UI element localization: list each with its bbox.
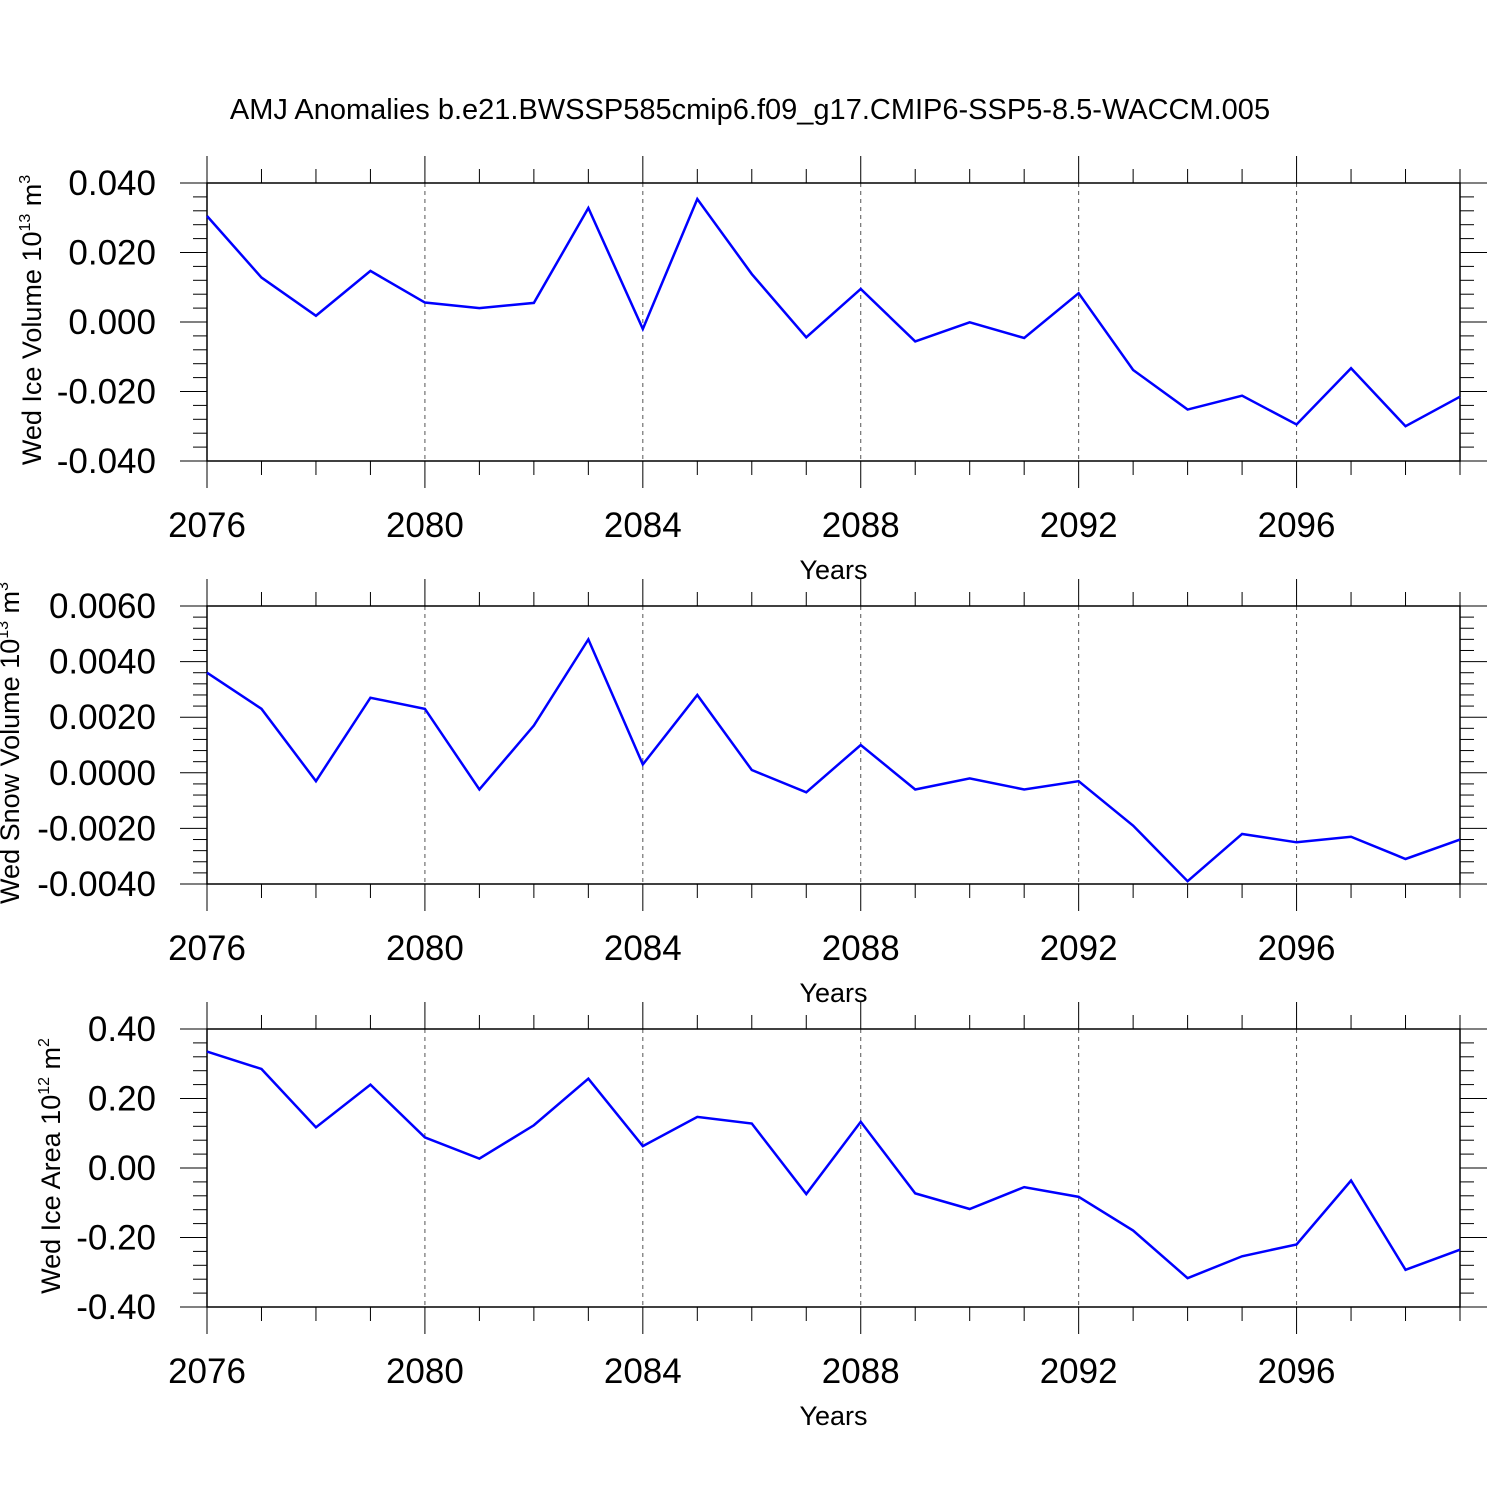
- y-tick-label: -0.040: [57, 442, 156, 481]
- chart-title: AMJ Anomalies b.e21.BWSSP585cmip6.f09_g1…: [230, 94, 1270, 126]
- plot-frame: [206, 605, 1461, 885]
- x-axis-label: Years: [799, 978, 867, 1008]
- x-tick-label: 2088: [822, 929, 900, 968]
- ylabel-snow-volume: Wed Snow Volume 1013 m3: [0, 582, 25, 904]
- y-tick-label: 0.000: [68, 303, 156, 342]
- x-tick-label: 2088: [822, 1352, 900, 1391]
- plot-frame: [206, 1028, 1461, 1308]
- snow-volume-panel: Wed Snow Volume 1013 m3 2076 2080 2084 2088…: [0, 579, 1487, 1008]
- x-tick-label: 2080: [386, 1352, 464, 1391]
- x-tick-label: 2080: [386, 506, 464, 545]
- y-tick-label: 0.20: [88, 1080, 156, 1119]
- y-tick-label: -0.20: [76, 1219, 156, 1258]
- x-tick-label: 2096: [1258, 929, 1336, 968]
- y-tick-label: -0.020: [57, 373, 156, 412]
- x-tick-label: 2080: [386, 929, 464, 968]
- y-tick-label: 0.020: [68, 234, 156, 273]
- y-tick-label: -0.0040: [37, 865, 156, 904]
- x-tick-label: 2092: [1040, 506, 1118, 545]
- x-tick-label: 2088: [822, 506, 900, 545]
- x-tick-label: 2084: [604, 506, 682, 545]
- series-line: [206, 196, 1461, 428]
- y-tick-label: 0.0040: [49, 643, 156, 682]
- x-tick-label: 2092: [1040, 929, 1118, 968]
- x-tick-label: 2092: [1040, 1352, 1118, 1391]
- y-tick-label: -0.0020: [37, 809, 156, 848]
- ylabel-ice-volume: Wed Ice Volume 1013 m3: [17, 175, 47, 465]
- series-line: [206, 1050, 1461, 1280]
- plot-frame: [206, 182, 1461, 462]
- ice-volume-panel: Wed Ice Volume 1013 m3 2076 2080 2084 2088 2…: [17, 156, 1487, 585]
- x-axis-label: Years: [799, 555, 867, 585]
- x-tick-label: 2076: [168, 1352, 246, 1391]
- x-tick-label: 2084: [604, 929, 682, 968]
- y-tick-label: 0.040: [68, 164, 156, 203]
- x-tick-label: 2076: [168, 929, 246, 968]
- y-tick-label: 0.00: [88, 1149, 156, 1188]
- series-line: [206, 636, 1461, 883]
- ylabel-ice-area: Wed Ice Area 1012 m2: [36, 1038, 66, 1294]
- x-tick-label: 2076: [168, 506, 246, 545]
- x-axis-label: Years: [799, 1401, 867, 1431]
- ice-area-panel: Wed Ice Area 1012 m2 2076 2080 2084 2088 209…: [36, 1002, 1487, 1431]
- x-tick-label: 2084: [604, 1352, 682, 1391]
- y-tick-label: 0.0000: [49, 754, 156, 793]
- x-tick-label: 2096: [1258, 1352, 1336, 1391]
- y-tick-label: 0.40: [88, 1010, 156, 1049]
- y-tick-label: 0.0020: [49, 698, 156, 737]
- x-tick-label: 2096: [1258, 506, 1336, 545]
- y-tick-label: 0.0060: [49, 587, 156, 626]
- y-tick-label: -0.40: [76, 1288, 156, 1327]
